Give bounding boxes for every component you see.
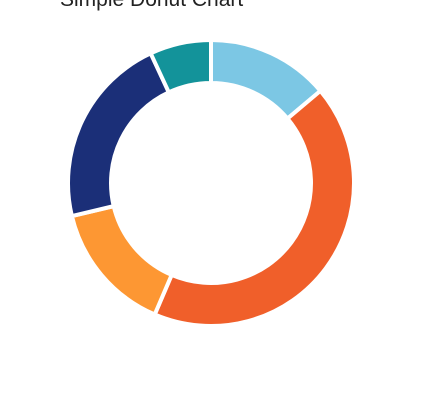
donut-slice-3	[72, 206, 172, 314]
donut-slice-2	[155, 91, 354, 326]
donut-slices	[68, 40, 354, 326]
donut-slice-4	[68, 53, 169, 216]
